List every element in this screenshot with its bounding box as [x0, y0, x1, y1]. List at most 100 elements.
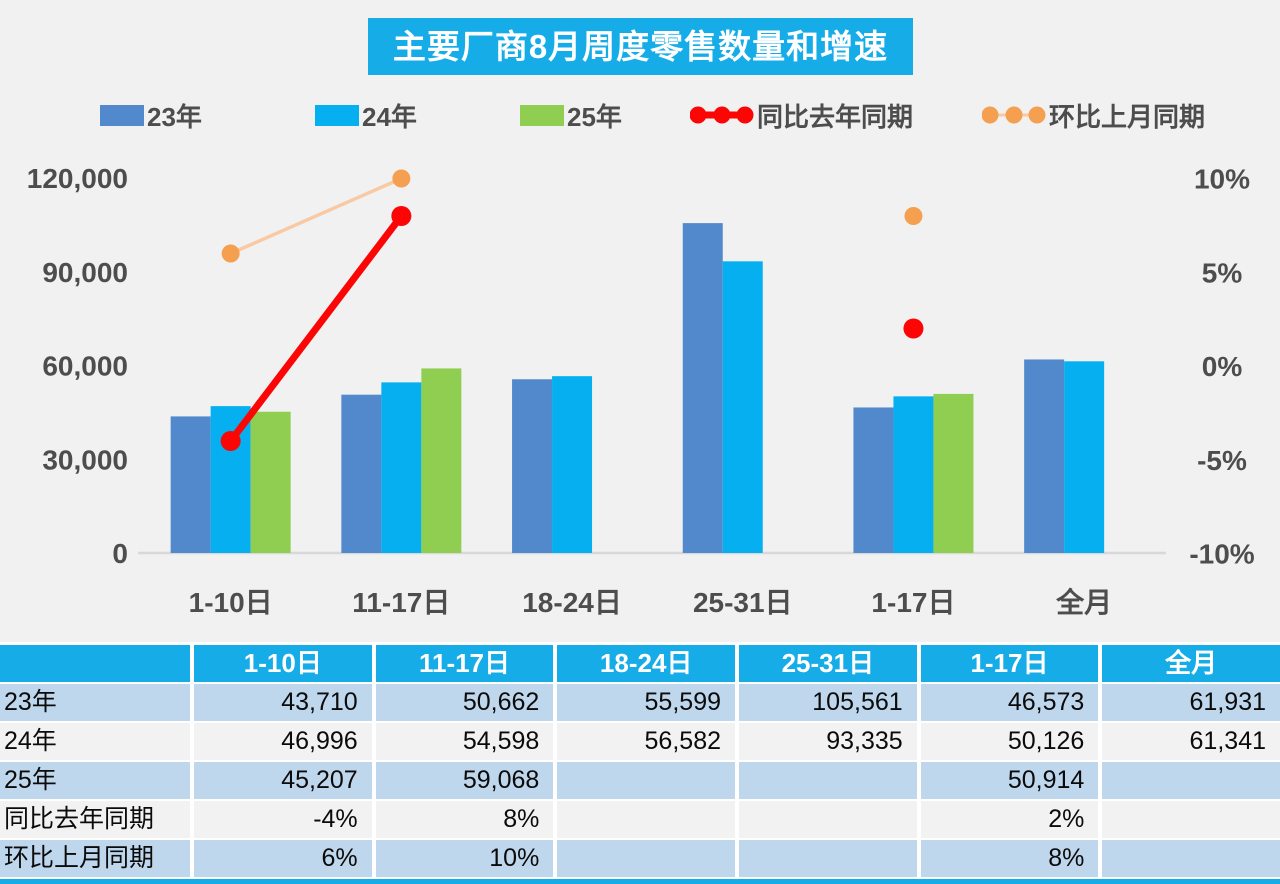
table-row-label: 同比去年同期 [0, 801, 190, 838]
bar-25年-1-10日 [250, 411, 291, 553]
table-cell: 46,996 [194, 723, 372, 760]
bar-23年-全月 [1024, 359, 1065, 553]
data-point-同比去年同期-1-10日 [220, 431, 241, 451]
table-cell [739, 840, 917, 877]
line-segment-环比上月同期 [228, 176, 404, 256]
table-cell: 43,710 [194, 684, 372, 721]
legend-label: 环比上月同期 [1049, 101, 1206, 132]
table-row-label: 环比上月同期 [0, 840, 190, 877]
legend-swatch-icon [315, 104, 359, 126]
table-cell: 6% [194, 840, 372, 877]
line-segment-同比去年同期 [227, 212, 405, 445]
data-point-环比上月同期-1-10日 [221, 244, 240, 263]
right-axis-tick-label: -10% [1189, 539, 1254, 570]
table-cell [557, 762, 735, 799]
table-cell: 61,341 [1102, 723, 1280, 760]
table-cell: 8% [375, 801, 554, 838]
table-cell: 55,599 [557, 684, 735, 721]
legend-label: 25年 [567, 101, 622, 132]
table-header-cell [0, 645, 190, 682]
x-axis-category-label: 1-10日 [189, 587, 273, 618]
bar-24年-1-10日 [210, 406, 251, 553]
table-cell: 46,573 [920, 684, 1099, 721]
bar-25年-1-17日 [933, 393, 974, 553]
bar-23年-25-31日 [682, 223, 723, 553]
left-axis-tick-label: 120,000 [27, 163, 128, 194]
bar-23年-18-24日 [512, 379, 553, 553]
table-header-cell: 18-24日 [557, 645, 735, 682]
bar-24年-25-31日 [722, 261, 763, 553]
data-point-环比上月同期-11-17日 [392, 169, 411, 188]
x-axis-category-label: 1-17日 [871, 587, 955, 618]
table-header-cell: 25-31日 [739, 645, 917, 682]
bar-25年-11-17日 [421, 368, 462, 553]
table-cell: 50,914 [920, 762, 1099, 799]
table-row-label: 24年 [0, 723, 190, 760]
table-cell [1102, 840, 1280, 877]
bar-24年-11-17日 [381, 382, 422, 553]
chart-legend: 23年 24年 25年 同比去年同期 环比上月同期 [0, 98, 1280, 132]
legend-swatch-icon [520, 104, 564, 126]
legend-label: 23年 [147, 101, 202, 132]
x-axis-category-label: 11-17日 [352, 587, 450, 618]
table-cell: 50,662 [375, 684, 554, 721]
left-axis-tick-label: 30,000 [42, 444, 128, 475]
right-axis-tick-label: -5% [1197, 445, 1247, 476]
legend-line-dots-icon [982, 106, 1046, 124]
table-cell [557, 840, 735, 877]
left-axis-tick-label: 60,000 [42, 351, 128, 382]
chart-title: 主要厂商8月周度零售数量和增速 [368, 18, 913, 75]
right-axis-tick-label: 5% [1202, 257, 1243, 288]
legend-line-dots-icon [690, 106, 754, 124]
table-cell [739, 762, 917, 799]
data-point-同比去年同期-1-17日 [903, 318, 924, 339]
table-header-cell: 1-17日 [920, 645, 1099, 682]
legend-item: 同比去年同期 [690, 98, 913, 132]
table-cell: 2% [920, 801, 1099, 838]
right-axis-tick-label: 0% [1202, 351, 1243, 382]
bar-23年-1-10日 [170, 416, 211, 553]
table-cell [557, 801, 735, 838]
data-table: 1-10日 11-17日 18-24日 25-31日 1-17日 全月 23年 43,710 5… [0, 642, 1280, 877]
legend-label: 24年 [362, 101, 417, 132]
table-cell: 54,598 [375, 723, 554, 760]
legend-swatch-icon [100, 104, 144, 126]
table-cell: -4% [194, 801, 372, 838]
table-header-cell: 全月 [1102, 645, 1280, 682]
combo-chart: 120,000 90,000 60,000 30,000 0 10% 5% 0% -5% -10%… [27, 163, 1255, 618]
legend-item: 环比上月同期 [982, 98, 1205, 132]
bar-24年-1-17日 [893, 396, 934, 553]
table-cell [739, 801, 917, 838]
x-axis-category-label: 18-24日 [522, 587, 622, 618]
table-cell: 10% [375, 840, 554, 877]
table-bottom-strip [0, 879, 1280, 884]
table-header-cell: 1-10日 [194, 645, 372, 682]
bar-23年-1-17日 [853, 407, 894, 553]
right-axis-tick-label: 10% [1194, 164, 1250, 195]
data-point-同比去年同期-11-17日 [391, 206, 412, 226]
x-axis-category-label: 全月 [1055, 586, 1112, 618]
bar-24年-18-24日 [552, 376, 593, 553]
table-row-label: 23年 [0, 684, 190, 721]
legend-item: 24年 [315, 98, 417, 132]
table-cell: 56,582 [557, 723, 735, 760]
data-point-环比上月同期-1-17日 [904, 207, 923, 225]
table-cell: 59,068 [375, 762, 554, 799]
table-header-cell: 11-17日 [375, 645, 554, 682]
table-cell: 45,207 [194, 762, 372, 799]
legend-label: 同比去年同期 [757, 101, 914, 132]
table-cell: 61,931 [1102, 684, 1280, 721]
table-cell: 50,126 [920, 723, 1099, 760]
chart-section: 主要厂商8月周度零售数量和增速 23年 24年 25年 同比去年同期 环比上月同期 12… [0, 0, 1280, 642]
table-section: 1-10日 11-17日 18-24日 25-31日 1-17日 全月 23年 43,710 5… [0, 642, 1280, 884]
bar-24年-全月 [1064, 361, 1105, 553]
x-axis-category-label: 25-31日 [693, 587, 793, 618]
left-axis-tick-label: 0 [112, 538, 128, 569]
legend-item: 25年 [520, 98, 622, 132]
table-cell: 93,335 [739, 723, 917, 760]
left-axis-tick-label: 90,000 [42, 257, 128, 288]
legend-item: 23年 [100, 98, 202, 132]
table-cell: 8% [920, 840, 1099, 877]
table-cell [1102, 762, 1280, 799]
table-cell: 105,561 [739, 684, 917, 721]
